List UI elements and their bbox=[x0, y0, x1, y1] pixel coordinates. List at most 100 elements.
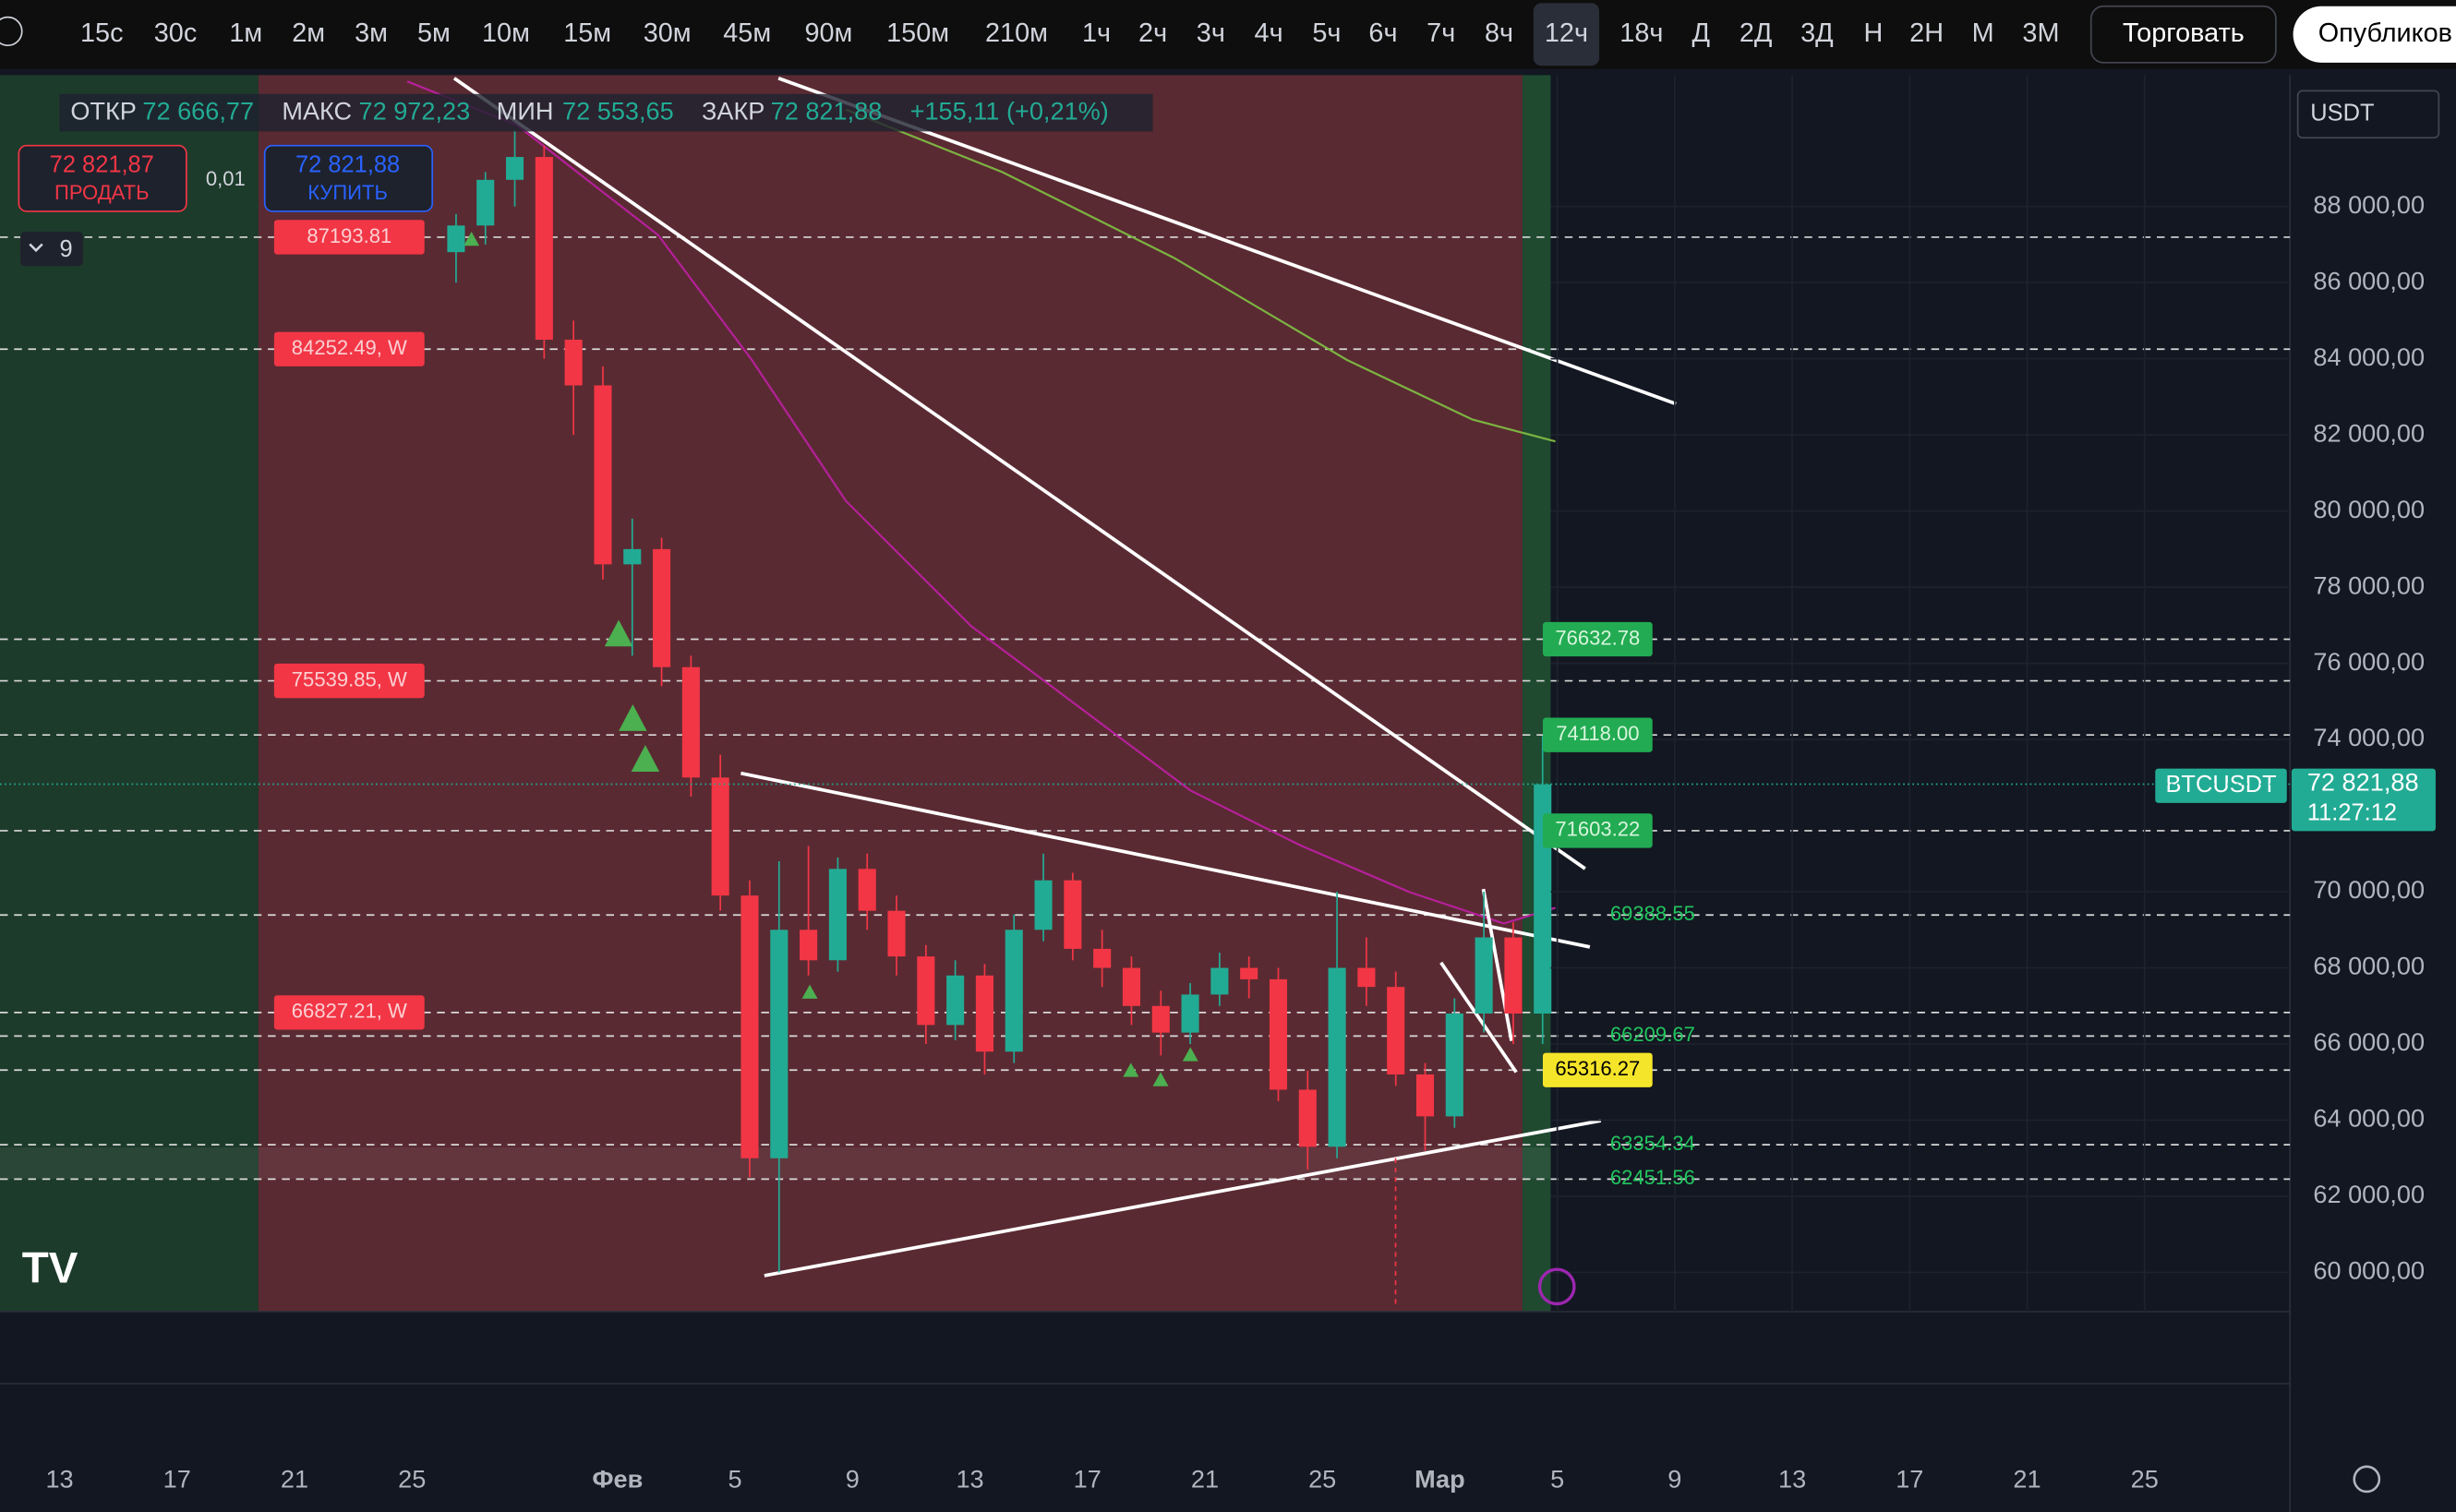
interval[interactable]: Д bbox=[1692, 18, 1711, 48]
sell-button[interactable] bbox=[18, 144, 187, 212]
price-label: 87193.81 bbox=[307, 224, 391, 247]
candle-body bbox=[476, 179, 495, 226]
interval[interactable]: 3ч bbox=[1197, 18, 1225, 48]
interval[interactable]: 2Д bbox=[1740, 18, 1773, 48]
price-label: 66827.21, W bbox=[292, 1000, 407, 1023]
candle-body bbox=[917, 956, 935, 1026]
trendline bbox=[740, 771, 1591, 949]
interval[interactable]: 3М bbox=[2022, 18, 2059, 48]
y-tick-label: 80 000,00 bbox=[2313, 495, 2425, 523]
interval[interactable]: 15с bbox=[80, 18, 123, 48]
interval[interactable]: 6ч bbox=[1368, 18, 1397, 48]
price-label: 66209.67 bbox=[1610, 1023, 1695, 1046]
x-tick-label: 9 bbox=[846, 1464, 860, 1493]
signal bbox=[631, 745, 660, 772]
indicators bbox=[406, 80, 1556, 925]
buy-button[interactable] bbox=[263, 144, 434, 212]
y-tick-label: 68 000,00 bbox=[2313, 952, 2425, 980]
candle-body bbox=[447, 225, 465, 253]
publish-label[interactable]: Опубликов bbox=[2318, 18, 2452, 48]
publish-button[interactable] bbox=[2293, 6, 2456, 63]
interval[interactable]: 90м bbox=[804, 18, 852, 48]
sell-price[interactable]: 72 821,87 bbox=[50, 151, 154, 177]
interval[interactable]: 12ч bbox=[1545, 18, 1588, 48]
chevron bbox=[29, 243, 43, 253]
interval[interactable]: 2ч bbox=[1138, 18, 1167, 48]
candle-body bbox=[1387, 987, 1405, 1075]
interval[interactable]: 30м bbox=[644, 18, 692, 48]
indicators-toggle[interactable] bbox=[20, 231, 83, 267]
trendline bbox=[452, 77, 1586, 870]
alert-icon[interactable] bbox=[1537, 1267, 1576, 1306]
candle-body bbox=[1357, 967, 1376, 988]
x-tick-label: 21 bbox=[2013, 1464, 2041, 1493]
candle-body bbox=[1093, 948, 1112, 968]
legend-value: 72 666,77 bbox=[142, 96, 254, 125]
legend-label: ЗАКР bbox=[702, 96, 764, 125]
interval[interactable]: 30с bbox=[154, 18, 197, 48]
signal bbox=[619, 704, 647, 731]
interval[interactable]: 5ч bbox=[1312, 18, 1341, 48]
last-price-tag bbox=[2291, 768, 2436, 832]
currency-select[interactable] bbox=[2296, 90, 2440, 139]
legend-label: МАКС bbox=[282, 96, 352, 125]
x-tick-label: 17 bbox=[1896, 1464, 1923, 1493]
candle-body bbox=[887, 910, 906, 957]
candle-body bbox=[1064, 880, 1082, 949]
price-label: 65316.27 bbox=[1555, 1057, 1640, 1080]
interval[interactable]: 45м bbox=[723, 18, 771, 48]
interval[interactable]: 2Н bbox=[1909, 18, 1944, 48]
price-label: 71603.22 bbox=[1555, 818, 1640, 841]
zone-green bbox=[1522, 75, 1551, 1312]
trade-button[interactable] bbox=[2089, 5, 2277, 64]
interval[interactable]: 18ч bbox=[1619, 18, 1663, 48]
settings-icon[interactable] bbox=[2353, 1465, 2381, 1494]
interval[interactable]: 7ч bbox=[1427, 18, 1455, 48]
interval[interactable]: 1ч bbox=[1082, 18, 1111, 48]
interval[interactable]: 10м bbox=[482, 18, 530, 48]
x-tick-label: 21 bbox=[1191, 1464, 1219, 1493]
price-label-box bbox=[1542, 621, 1653, 657]
interval[interactable]: 150м bbox=[886, 18, 949, 48]
interval[interactable]: 2м bbox=[292, 18, 325, 48]
x-tick-label: 5 bbox=[1550, 1464, 1564, 1493]
price-label: 84252.49, W bbox=[292, 336, 407, 359]
candle-body bbox=[740, 895, 759, 1158]
indicators-count[interactable]: 9 bbox=[59, 236, 72, 262]
quantity[interactable]: 0,01 bbox=[206, 167, 246, 190]
trendline bbox=[1481, 888, 1513, 1041]
interval[interactable]: 210м bbox=[985, 18, 1048, 48]
trade-label[interactable]: Торговать bbox=[2123, 18, 2245, 48]
x-tick-label: 25 bbox=[398, 1464, 426, 1493]
y-tick-label: 62 000,00 bbox=[2313, 1180, 2425, 1208]
interval[interactable]: Н bbox=[1864, 18, 1884, 48]
y-tick-label: 86 000,00 bbox=[2313, 266, 2425, 294]
signal bbox=[801, 984, 818, 999]
x-tick-label: 21 bbox=[281, 1464, 308, 1493]
interval[interactable]: М bbox=[1972, 18, 1994, 48]
interval[interactable]: 5м bbox=[417, 18, 451, 48]
candle-body bbox=[1504, 937, 1523, 1014]
interval[interactable]: 3м bbox=[355, 18, 388, 48]
interval[interactable]: 8ч bbox=[1485, 18, 1513, 48]
add-icon[interactable] bbox=[0, 16, 23, 47]
legend-bg bbox=[59, 93, 1153, 132]
buy-price[interactable]: 72 821,88 bbox=[295, 151, 400, 177]
candle-body bbox=[506, 157, 524, 180]
candle-body bbox=[711, 777, 729, 896]
interval[interactable]: 1м bbox=[229, 18, 262, 48]
x-tick-label: 9 bbox=[1667, 1464, 1681, 1493]
candle-body bbox=[1415, 1074, 1435, 1117]
interval[interactable]: 4ч bbox=[1255, 18, 1283, 48]
candle-body bbox=[1475, 937, 1493, 1014]
price-label-box bbox=[273, 663, 425, 699]
candle-body bbox=[653, 548, 671, 667]
sell-label[interactable]: ПРОДАТЬ bbox=[54, 181, 150, 204]
candle-body bbox=[946, 975, 965, 1026]
buy-label[interactable]: КУПИТЬ bbox=[307, 181, 388, 204]
interval[interactable]: 3Д bbox=[1800, 18, 1834, 48]
interval[interactable]: 15м bbox=[563, 18, 611, 48]
currency[interactable]: USDT bbox=[2310, 101, 2374, 126]
interval-active[interactable] bbox=[1533, 3, 1600, 66]
price-label-box bbox=[273, 331, 425, 366]
